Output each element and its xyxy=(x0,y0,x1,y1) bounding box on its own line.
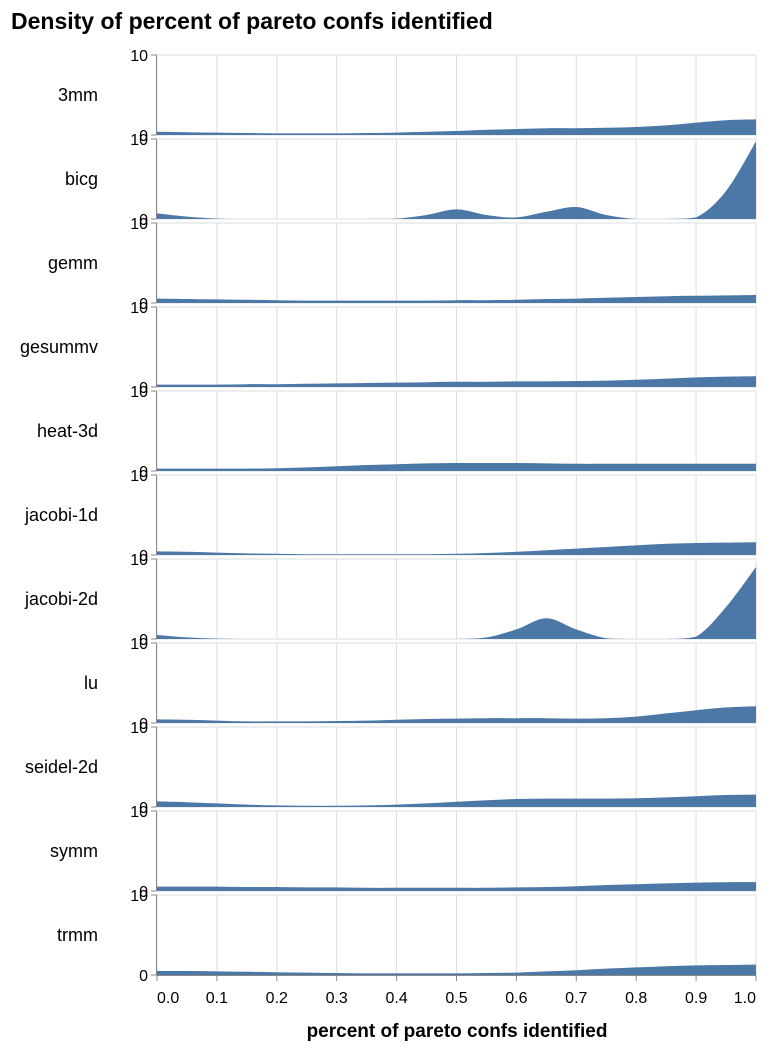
y-tick-label: 0 xyxy=(139,464,148,481)
x-tick-label: 0.4 xyxy=(385,990,407,1007)
x-tick-label: 0.0 xyxy=(157,990,179,1007)
facet-bicg: 0 10 bicg xyxy=(65,132,757,229)
y-tick-label: 0 xyxy=(139,884,148,901)
density-area-seidel-2d xyxy=(157,794,756,807)
facet-gemm: 0 10 gemm xyxy=(48,216,757,313)
y-tick-label: 0 xyxy=(139,296,148,313)
y-tick-label: 0 xyxy=(139,632,148,649)
facet-label: lu xyxy=(84,673,98,693)
y-tick-label: 10 xyxy=(130,804,148,821)
y-tick-label: 0 xyxy=(139,716,148,733)
density-area-symm xyxy=(157,882,756,891)
density-area-trmm xyxy=(157,964,756,975)
x-tick-label: 1.0 xyxy=(734,990,756,1007)
y-tick-label: 0 xyxy=(139,212,148,229)
x-tick-label: 0.7 xyxy=(565,990,587,1007)
facet-label: jacobi-1d xyxy=(24,505,98,525)
facet-label: jacobi-2d xyxy=(24,589,98,609)
y-tick-label: 10 xyxy=(130,552,148,569)
y-tick-label: 10 xyxy=(130,468,148,485)
density-area-3mm xyxy=(157,119,756,135)
facet-label: trmm xyxy=(57,925,98,945)
facet-label: gesummv xyxy=(20,337,98,357)
chart-title: Density of percent of pareto confs ident… xyxy=(11,8,493,34)
density-area-gemm xyxy=(157,295,756,303)
facet-gesummv: 0 10 gesummv xyxy=(20,300,757,397)
x-axis: 0.0 0.1 0.2 0.3 0.4 0.5 0.6 0.7 0.8 0.9 1.0 xyxy=(156,975,757,1007)
x-tick-label: 0.8 xyxy=(625,990,647,1007)
density-area-lu xyxy=(157,706,756,723)
y-tick-label: 10 xyxy=(130,384,148,401)
y-tick-label: 0 xyxy=(139,968,148,985)
facet-label: bicg xyxy=(65,169,98,189)
y-tick-label: 0 xyxy=(139,128,148,145)
y-tick-label: 10 xyxy=(130,888,148,905)
facet-label: heat-3d xyxy=(37,421,98,441)
x-tick-label: 0.1 xyxy=(206,990,228,1007)
x-tick-label: 0.5 xyxy=(445,990,467,1007)
y-tick-label: 10 xyxy=(130,216,148,233)
facet-jacobi-1d: 0 10 jacobi-1d xyxy=(24,468,757,565)
facet-lu: 0 10 lu xyxy=(84,636,757,733)
x-tick-label: 0.3 xyxy=(326,990,348,1007)
density-area-jacobi-1d xyxy=(157,542,756,555)
facet-symm: 0 10 symm xyxy=(50,804,757,901)
facet-label: symm xyxy=(50,841,98,861)
density-area-heat-3d xyxy=(157,462,756,471)
facet-label: gemm xyxy=(48,253,98,273)
y-tick-label: 0 xyxy=(139,800,148,817)
facet-rows: 0103mm010bicg010gemm010gesummv010heat-3d… xyxy=(20,48,757,985)
y-tick-label: 10 xyxy=(130,132,148,149)
facet-jacobi-2d: 0 10 jacobi-2d xyxy=(24,552,757,649)
facet-heat-3d: 0 10 heat-3d xyxy=(37,384,757,481)
facet-label: seidel-2d xyxy=(25,757,98,777)
x-tick-label: 0.2 xyxy=(266,990,288,1007)
density-area-gesummv xyxy=(157,376,756,387)
y-tick-label: 0 xyxy=(139,380,148,397)
facet-3mm: 0 10 3mm xyxy=(58,48,757,145)
facet-label: 3mm xyxy=(58,85,98,105)
x-tick-label: 0.9 xyxy=(685,990,707,1007)
x-tick-label: 0.6 xyxy=(505,990,527,1007)
facet-seidel-2d: 0 10 seidel-2d xyxy=(25,720,757,817)
facet-trmm: 0 10 trmm xyxy=(57,888,757,985)
x-axis-title: percent of pareto confs identified xyxy=(307,1021,608,1042)
y-tick-label: 10 xyxy=(130,300,148,317)
y-tick-label: 0 xyxy=(139,548,148,565)
y-tick-label: 10 xyxy=(130,48,148,65)
y-tick-label: 10 xyxy=(130,636,148,653)
y-tick-label: 10 xyxy=(130,720,148,737)
